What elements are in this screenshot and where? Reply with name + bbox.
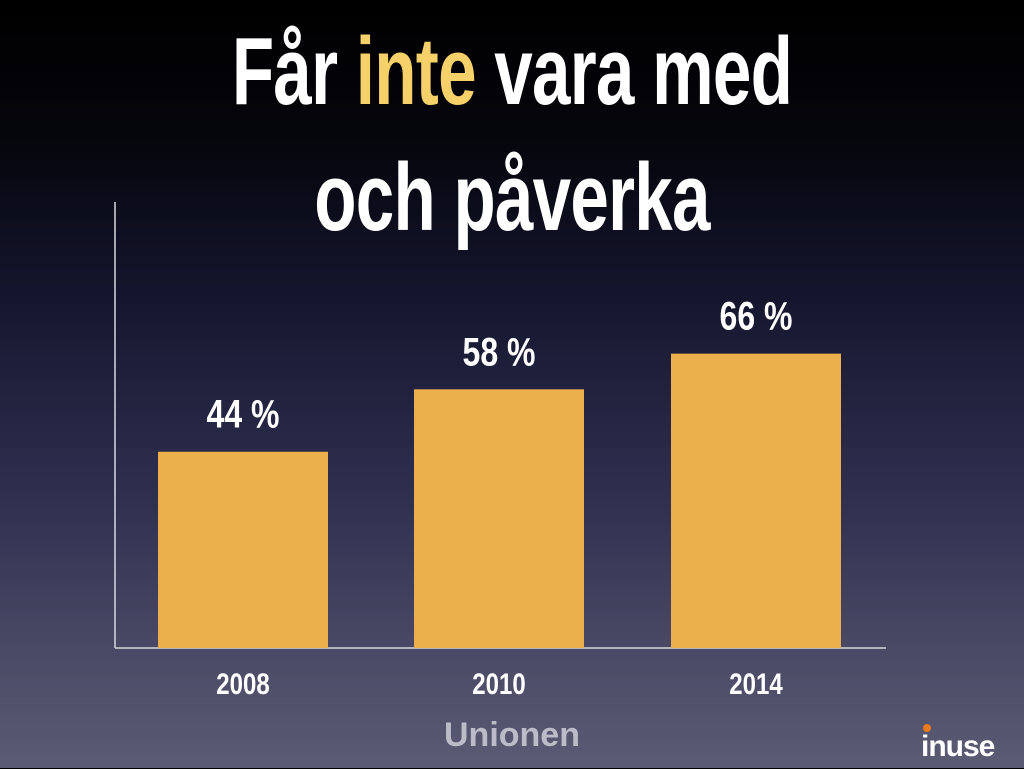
title-word-far: Får <box>231 18 338 125</box>
title-word-inte: inte <box>355 18 477 125</box>
bar-2014 <box>671 353 841 648</box>
x-tick-label-2010: 2010 <box>472 666 525 700</box>
x-tick-label-2014: 2014 <box>729 666 782 700</box>
chart-title-line2: och påverka <box>314 144 710 251</box>
logo-text: inuse <box>921 730 995 763</box>
bar-2010 <box>414 389 584 648</box>
chart-title-line1: Får inte vara med <box>143 24 880 120</box>
title-word-vara-med: vara med <box>494 18 793 125</box>
data-label-2010: 58 % <box>463 329 536 374</box>
bar-2008 <box>158 451 328 648</box>
inuse-logo: inuse <box>918 720 1010 764</box>
x-axis-label: Unionen <box>444 716 580 754</box>
data-label-2008: 44 % <box>207 391 280 436</box>
data-label-2014: 66 % <box>720 293 793 338</box>
x-tick-label-2008: 2008 <box>216 666 269 700</box>
